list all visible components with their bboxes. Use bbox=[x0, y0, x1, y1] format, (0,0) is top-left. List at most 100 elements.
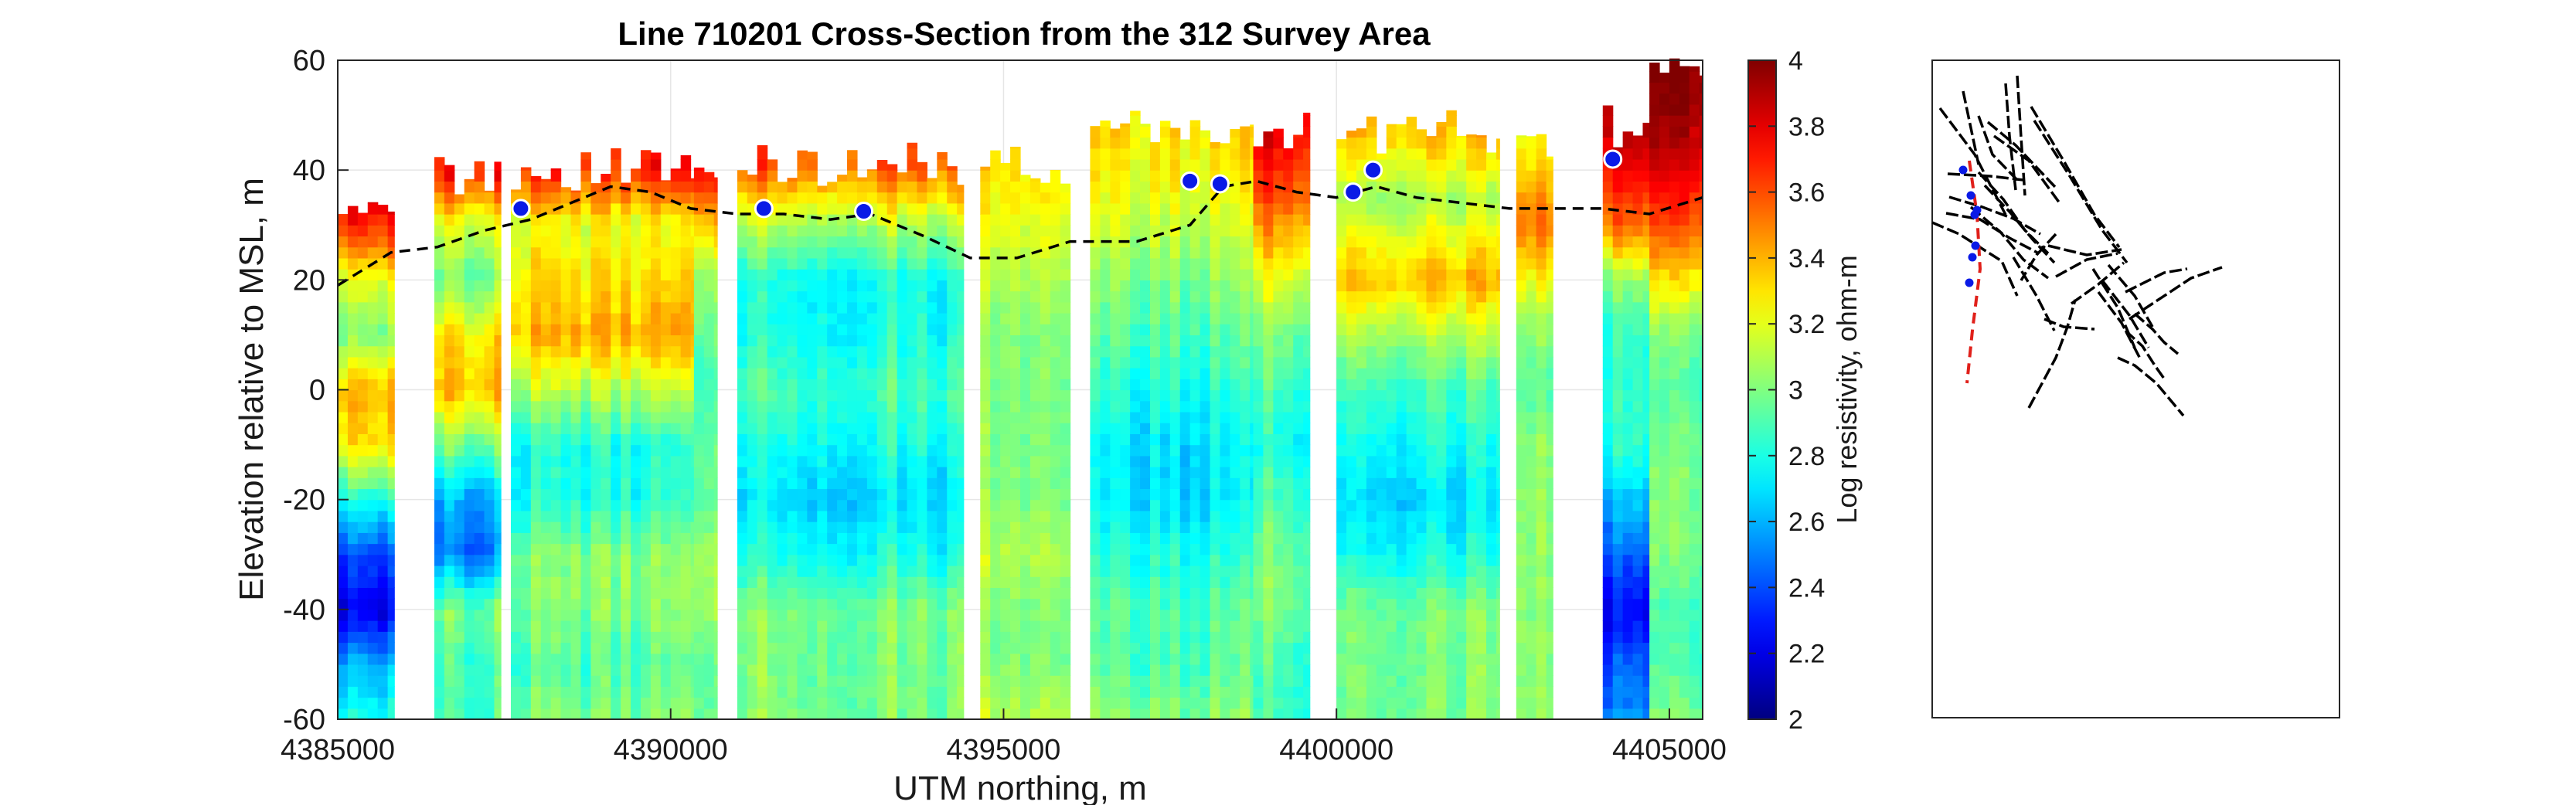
resistivity-cell bbox=[1120, 301, 1131, 314]
resistivity-cell bbox=[377, 345, 389, 358]
resistivity-cell bbox=[693, 324, 705, 336]
resistivity-cell bbox=[1140, 521, 1151, 533]
resistivity-cell bbox=[484, 499, 495, 511]
resistivity-cell bbox=[1159, 642, 1171, 654]
resistivity-cell bbox=[1140, 225, 1151, 237]
resistivity-cell bbox=[454, 225, 465, 237]
resistivity-cell bbox=[737, 587, 748, 600]
resistivity-cell bbox=[1000, 532, 1011, 545]
resistivity-cell bbox=[1140, 158, 1151, 171]
resistivity-cell bbox=[540, 499, 552, 511]
resistivity-cell bbox=[650, 686, 662, 698]
resistivity-cell bbox=[434, 411, 445, 423]
resistivity-cell bbox=[338, 411, 349, 423]
resistivity-cell bbox=[510, 433, 522, 446]
resistivity-cell bbox=[866, 697, 878, 709]
resistivity-cell bbox=[1396, 423, 1407, 434]
resistivity-cell bbox=[1283, 609, 1294, 621]
resistivity-cell bbox=[1130, 620, 1141, 632]
resistivity-cell bbox=[434, 202, 445, 215]
resistivity-cell bbox=[1293, 389, 1304, 402]
resistivity-cell bbox=[876, 411, 888, 423]
resistivity-cell bbox=[494, 269, 502, 280]
resistivity-cell bbox=[1376, 301, 1387, 314]
resistivity-cell bbox=[856, 177, 868, 182]
resistivity-cell bbox=[990, 301, 1001, 314]
resistivity-cell bbox=[434, 477, 445, 490]
resistivity-cell bbox=[1110, 280, 1121, 292]
resistivity-cell bbox=[907, 312, 918, 324]
resistivity-cell bbox=[980, 565, 991, 577]
resistivity-cell bbox=[907, 433, 918, 446]
resistivity-cell bbox=[980, 345, 991, 358]
resistivity-cell bbox=[454, 246, 465, 259]
resistivity-cell bbox=[474, 488, 485, 501]
resistivity-cell bbox=[787, 565, 798, 577]
resistivity-cell bbox=[1200, 477, 1211, 490]
resistivity-cell bbox=[601, 236, 611, 248]
resistivity-cell bbox=[827, 345, 838, 358]
resistivity-cell bbox=[817, 686, 828, 698]
resistivity-cell bbox=[990, 356, 1001, 369]
resistivity-cell bbox=[1050, 246, 1061, 259]
resistivity-cell bbox=[927, 576, 938, 588]
resistivity-cell bbox=[1303, 269, 1311, 280]
resistivity-cell bbox=[1293, 158, 1304, 171]
resistivity-cell bbox=[540, 192, 552, 204]
resistivity-cell bbox=[1120, 433, 1131, 446]
resistivity-cell bbox=[570, 324, 582, 336]
resistivity-cell bbox=[1149, 444, 1161, 457]
resistivity-cell bbox=[494, 301, 502, 314]
resistivity-cell bbox=[680, 598, 692, 610]
resistivity-cell bbox=[1110, 444, 1121, 457]
resistivity-cell bbox=[1263, 158, 1274, 171]
resistivity-cell bbox=[897, 257, 908, 270]
resistivity-cell bbox=[917, 356, 927, 369]
resistivity-cell bbox=[650, 444, 662, 457]
resistivity-cell bbox=[693, 444, 705, 457]
resistivity-cell bbox=[856, 543, 868, 555]
resistivity-cell bbox=[1283, 214, 1294, 226]
resistivity-cell bbox=[1220, 143, 1230, 149]
resistivity-cell bbox=[856, 324, 868, 336]
resistivity-cell bbox=[1250, 202, 1254, 215]
resistivity-cell bbox=[454, 620, 465, 632]
resistivity-cell bbox=[1386, 488, 1397, 501]
resistivity-cell bbox=[797, 257, 808, 270]
resistivity-heatmap bbox=[338, 58, 1703, 720]
resistivity-cell bbox=[1253, 642, 1264, 654]
resistivity-cell bbox=[777, 499, 788, 511]
resistivity-cell bbox=[767, 236, 778, 248]
resistivity-cell bbox=[454, 565, 465, 577]
resistivity-cell bbox=[1000, 324, 1011, 336]
resistivity-cell bbox=[693, 290, 705, 303]
resistivity-cell bbox=[347, 543, 359, 555]
resistivity-cell bbox=[640, 335, 652, 347]
resistivity-cell bbox=[1090, 510, 1101, 522]
resistivity-cell bbox=[1220, 246, 1230, 259]
resistivity-cell bbox=[807, 335, 818, 347]
resistivity-cell bbox=[1040, 423, 1051, 434]
resistivity-cell bbox=[484, 379, 495, 391]
resistivity-cell bbox=[540, 301, 552, 314]
resistivity-cell bbox=[454, 521, 465, 533]
resistivity-cell bbox=[444, 576, 455, 588]
resistivity-cell bbox=[1220, 368, 1230, 379]
resistivity-cell bbox=[1386, 521, 1397, 533]
resistivity-cell bbox=[777, 642, 788, 654]
resistivity-cell bbox=[338, 312, 349, 324]
resistivity-cell bbox=[1366, 499, 1377, 511]
resistivity-cell bbox=[747, 181, 758, 193]
resistivity-cell bbox=[807, 192, 818, 204]
resistivity-cell bbox=[520, 301, 532, 314]
resistivity-cell bbox=[1263, 455, 1274, 467]
resistivity-cell bbox=[1169, 664, 1181, 676]
resistivity-cell bbox=[1179, 301, 1191, 314]
resistivity-cell bbox=[1253, 455, 1264, 467]
resistivity-cell bbox=[1250, 181, 1254, 193]
resistivity-cell bbox=[1029, 280, 1041, 292]
resistivity-cell bbox=[827, 423, 838, 434]
resistivity-cell bbox=[1253, 214, 1264, 226]
resistivity-cell bbox=[1189, 158, 1201, 171]
resistivity-cell bbox=[611, 158, 621, 171]
